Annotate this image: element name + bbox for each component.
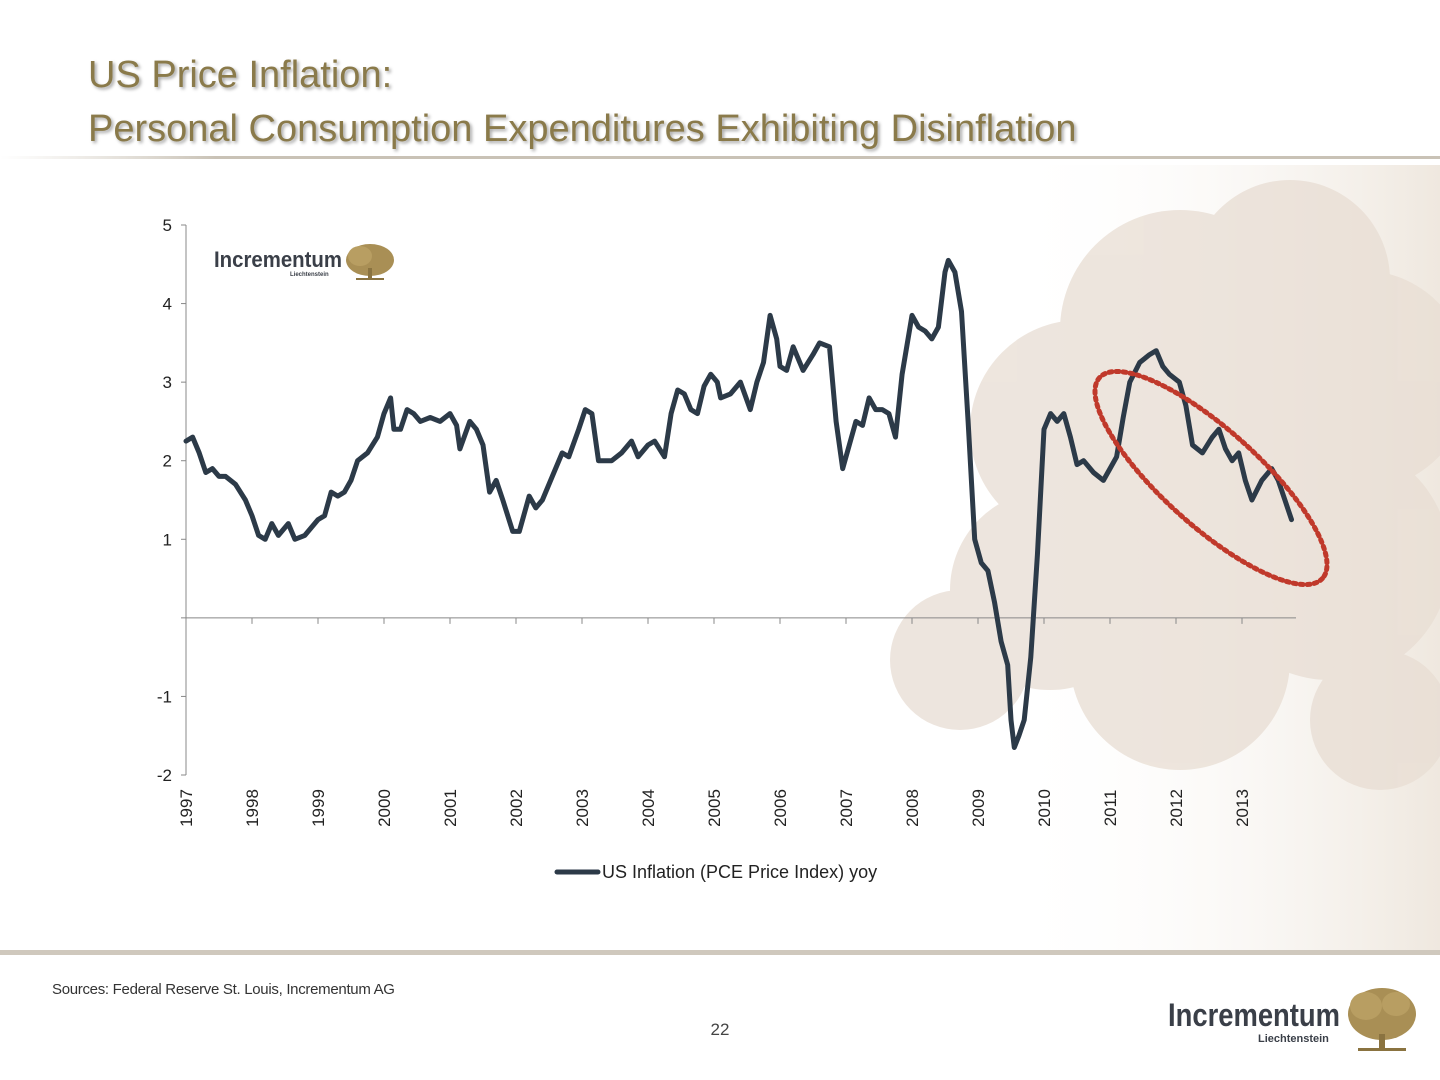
slide-title-line-2: Personal Consumption Expenditures Exhibi… bbox=[88, 108, 1077, 150]
x-tick-label: 2012 bbox=[1167, 789, 1186, 827]
y-tick-label: 5 bbox=[163, 216, 172, 235]
x-tick-label: 2002 bbox=[507, 789, 526, 827]
footer-logo-wordmark: Incrementum bbox=[1168, 997, 1340, 1033]
series-layer bbox=[183, 257, 1294, 750]
x-tick-label: 2009 bbox=[969, 789, 988, 827]
chart-logo: Incrementum Liechtenstein bbox=[214, 244, 394, 280]
chart-logo-wordmark: Incrementum bbox=[214, 247, 342, 272]
x-tick-label: 1999 bbox=[309, 789, 328, 827]
chart-logo-tree-icon bbox=[346, 244, 394, 280]
x-axis: 1997 1998 1999 2000 2001 2002 2003 2004 2005 2006… bbox=[177, 617, 1296, 827]
x-tick-label: 2006 bbox=[771, 789, 790, 827]
x-tick-label: 2008 bbox=[903, 789, 922, 827]
y-tick-label: 1 bbox=[163, 530, 172, 549]
chart-logo-tagline: Liechtenstein bbox=[290, 272, 329, 278]
x-tick-label: 2007 bbox=[837, 789, 856, 827]
y-tick-label: 2 bbox=[163, 452, 172, 471]
x-tick-label: 1997 bbox=[177, 789, 196, 827]
x-tick-label: 2003 bbox=[573, 789, 592, 827]
y-tick-label: 4 bbox=[163, 295, 172, 314]
footer-logo-tree-icon bbox=[1348, 988, 1416, 1051]
legend-label: US Inflation (PCE Price Index) yoy bbox=[602, 862, 877, 882]
sources-note: Sources: Federal Reserve St. Louis, Incr… bbox=[52, 981, 395, 998]
x-tick-label: 2011 bbox=[1101, 790, 1120, 827]
x-tick-label: 2013 bbox=[1233, 789, 1252, 827]
footer-logo-tagline: Liechtenstein bbox=[1258, 1033, 1329, 1045]
x-tick-label: 1998 bbox=[243, 789, 262, 827]
y-axis: -2 -1 1 2 3 4 5 bbox=[157, 216, 187, 785]
footer-rule bbox=[0, 950, 1440, 955]
y-tick-label: -2 bbox=[157, 766, 172, 785]
page-number: 22 bbox=[710, 1020, 730, 1039]
slide-title-line-1: US Price Inflation: bbox=[88, 54, 393, 96]
footer-logo: Incrementum Liechtenstein bbox=[1168, 988, 1416, 1051]
legend: US Inflation (PCE Price Index) yoy bbox=[554, 862, 877, 882]
background-tree-watermark bbox=[890, 180, 1440, 790]
y-tick-label: 3 bbox=[163, 373, 172, 392]
x-tick-label: 2000 bbox=[375, 789, 394, 827]
header-rule bbox=[0, 156, 1440, 159]
x-tick-label: 2004 bbox=[639, 789, 658, 827]
highlight-ellipse bbox=[1092, 368, 1330, 588]
x-tick-label: 2001 bbox=[441, 789, 460, 827]
x-tick-label: 2010 bbox=[1035, 789, 1054, 827]
series-line-1 bbox=[183, 257, 1294, 750]
x-tick-label: 2005 bbox=[705, 789, 724, 827]
y-tick-label: -1 bbox=[157, 687, 172, 706]
